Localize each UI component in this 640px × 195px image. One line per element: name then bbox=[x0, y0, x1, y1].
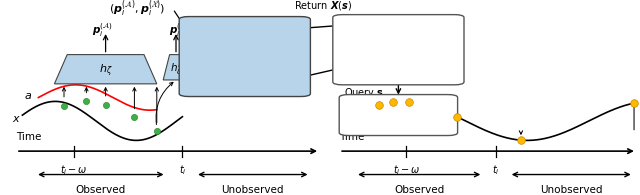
Text: Unobserved: Unobserved bbox=[540, 185, 602, 195]
Text: $\boldsymbol{p}_i^{(\mathcal{A})}$: $\boldsymbol{p}_i^{(\mathcal{A})}$ bbox=[92, 21, 113, 39]
Text: ILT Algorithm: ILT Algorithm bbox=[367, 110, 430, 120]
Text: $t_i$: $t_i$ bbox=[179, 163, 186, 177]
Text: $\mathbf{s} \rightleftharpoons (\theta, \phi)$: $\mathbf{s} \rightleftharpoons (\theta, … bbox=[375, 57, 422, 71]
Text: $(\boldsymbol{p}_i^{(\mathcal{A})},\boldsymbol{p}_i^{(\mathcal{X})})$: $(\boldsymbol{p}_i^{(\mathcal{A})},\bold… bbox=[109, 0, 166, 19]
Text: $h_\xi'$: $h_\xi'$ bbox=[170, 61, 182, 77]
FancyBboxPatch shape bbox=[179, 17, 310, 97]
Text: Laplace Representation Network: Laplace Representation Network bbox=[179, 36, 310, 45]
Text: Query $\mathbf{s}$: Query $\mathbf{s}$ bbox=[344, 86, 384, 100]
Text: Time: Time bbox=[16, 132, 42, 143]
FancyBboxPatch shape bbox=[339, 95, 458, 136]
Text: $x$: $x$ bbox=[351, 114, 360, 124]
Text: Unobserved: Unobserved bbox=[221, 185, 284, 195]
Text: $u^{-1}\left(g_\psi(\boldsymbol{p}_i, u(\boldsymbol{s}))\right)$: $u^{-1}\left(g_\psi(\boldsymbol{p}_i, u(… bbox=[205, 65, 284, 81]
Text: Observed: Observed bbox=[394, 185, 444, 195]
Text: $\boldsymbol{p}_i^{(\mathcal{X})}$: $\boldsymbol{p}_i^{(\mathcal{X})}$ bbox=[170, 21, 189, 39]
Text: $h_\zeta$: $h_\zeta$ bbox=[99, 63, 113, 79]
Polygon shape bbox=[54, 55, 157, 84]
Text: $x$: $x$ bbox=[12, 114, 20, 124]
Text: $a$: $a$ bbox=[24, 90, 33, 101]
Text: $t_i - \omega$: $t_i - \omega$ bbox=[60, 163, 88, 177]
Text: Return $\boldsymbol{X}(\boldsymbol{s})$: Return $\boldsymbol{X}(\boldsymbol{s})$ bbox=[294, 0, 352, 12]
Text: Observed: Observed bbox=[76, 185, 126, 195]
Polygon shape bbox=[163, 55, 189, 80]
Text: Time: Time bbox=[339, 132, 365, 143]
Text: Stereographic Projection: Stereographic Projection bbox=[349, 31, 448, 40]
Text: $t_i - \omega$: $t_i - \omega$ bbox=[392, 163, 420, 177]
Text: $t_i$: $t_i$ bbox=[492, 163, 500, 177]
FancyBboxPatch shape bbox=[333, 15, 464, 85]
